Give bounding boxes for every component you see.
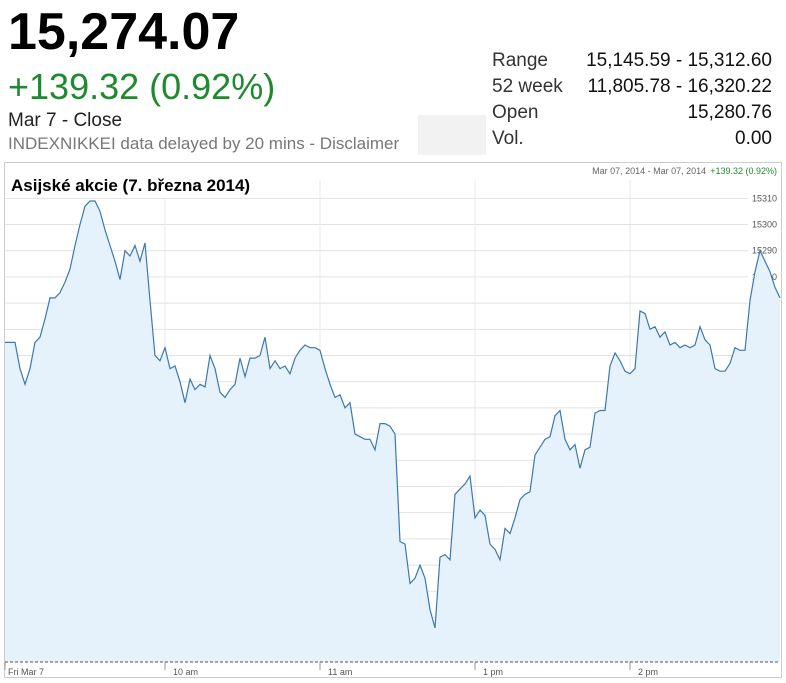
stat-label: Vol. xyxy=(492,128,524,149)
stat-label: Open xyxy=(492,102,539,123)
chart-title: Asijské akcie (7. března 2014) xyxy=(11,176,250,195)
y-tick-label: 15290 xyxy=(752,246,777,256)
x-tick-label: 10 am xyxy=(173,667,198,677)
x-tick-label: 1 pm xyxy=(483,667,503,677)
source: INDEXNIKKEI data delayed by 20 mins - Di… xyxy=(8,134,400,153)
price: 15,274.07 xyxy=(8,3,240,61)
y-tick-label: 15300 xyxy=(752,220,777,230)
x-tick-label: Fri Mar 7 xyxy=(8,667,44,677)
stat-value: 11,805.78 - 16,320.22 xyxy=(587,76,772,97)
stat-row: Vol. 0.00 xyxy=(492,128,772,154)
stat-label: 52 week xyxy=(492,76,563,97)
stat-value: 15,280.76 xyxy=(687,102,772,123)
y-tick-label: 15310 xyxy=(752,193,777,203)
placeholder xyxy=(418,115,486,155)
stat-value: 0.00 xyxy=(735,128,772,149)
legend-range: Mar 07, 2014 - Mar 07, 2014 xyxy=(592,166,706,176)
change: +139.32 (0.92%) xyxy=(8,66,276,107)
stat-label: Range xyxy=(492,50,548,71)
x-tick-label: 11 am xyxy=(328,667,352,677)
legend: Mar 07, 2014 - Mar 07, 2014 +139.32 (0.92… xyxy=(592,166,777,176)
line xyxy=(5,200,781,629)
date: Mar 7 - Close xyxy=(8,110,123,131)
stats: Range 15,145.59 - 15,312.60 52 week 11,805.… xyxy=(492,50,772,154)
stat-value: 15,145.59 - 15,312.60 xyxy=(586,50,772,71)
stat-row: 52 week 11,805.78 - 16,320.22 xyxy=(492,76,772,102)
legend-change: +139.32 (0.92%) xyxy=(710,166,777,176)
x-tick-label: 2 pm xyxy=(638,667,658,677)
area xyxy=(5,201,780,662)
stat-row: Open 15,280.76 xyxy=(492,102,772,128)
stat-row: Range 15,145.59 - 15,312.60 xyxy=(492,50,772,76)
title-box xyxy=(5,168,305,198)
